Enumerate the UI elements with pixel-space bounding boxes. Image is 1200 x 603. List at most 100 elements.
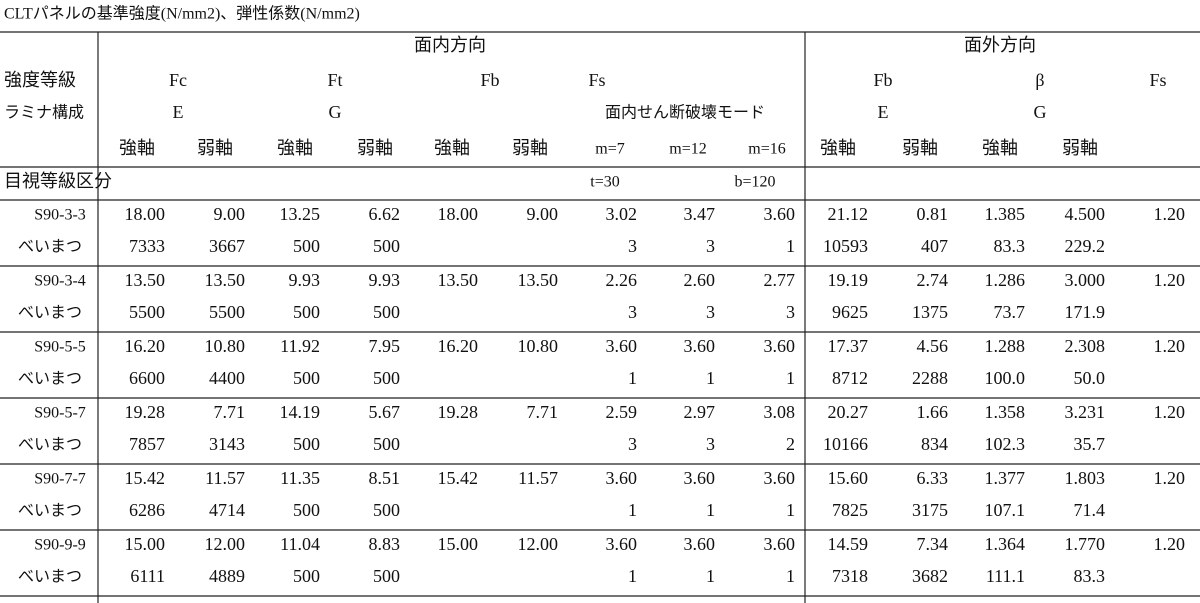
cell-text: 2.59	[606, 402, 638, 422]
cell-text: 面内方向	[414, 35, 486, 55]
cell-text: 7.71	[214, 402, 246, 422]
cell-text: 3.60	[684, 336, 716, 356]
cell-text: 2.74	[917, 270, 949, 290]
cell-text: 強軸	[119, 138, 155, 158]
cell-text: E	[173, 102, 184, 122]
cell-text: 3.231	[1065, 402, 1106, 422]
cell-text: 強軸	[277, 138, 313, 158]
cell-text: 2288	[912, 368, 948, 388]
cell-text: 1.377	[985, 468, 1026, 488]
cell-text: 6.62	[369, 204, 401, 224]
cell-text: 500	[293, 236, 320, 256]
cell-text: 8712	[832, 368, 868, 388]
cell-text: 16.20	[438, 336, 479, 356]
cell-text: 1.20	[1154, 534, 1186, 554]
cell-text: 3682	[912, 566, 948, 586]
cell-text: E	[878, 102, 889, 122]
cell-text: 10593	[823, 236, 868, 256]
cell-text: 1	[786, 566, 795, 586]
cell-text: 500	[373, 500, 400, 520]
cell-text: 3.000	[1065, 270, 1106, 290]
cell-text: 1	[706, 566, 715, 586]
cell-text: 1	[628, 566, 637, 586]
cell-text: 17.37	[828, 336, 869, 356]
cell-text: 18.00	[125, 204, 166, 224]
cell-text: 2.97	[684, 402, 716, 422]
cell-text: 1.20	[1154, 336, 1186, 356]
cell-text: 13.50	[125, 270, 166, 290]
cell-text: Fs	[1149, 70, 1166, 90]
cell-text: 2.60	[684, 270, 716, 290]
cell-text: 3	[706, 434, 715, 454]
cell-text: 7825	[832, 500, 868, 520]
cell-text: 73.7	[994, 302, 1026, 322]
cell-text: 15.42	[125, 468, 166, 488]
cell-text: 500	[293, 368, 320, 388]
cell-text: 834	[921, 434, 948, 454]
cell-text: b=120	[734, 174, 775, 191]
cell-text: 500	[373, 434, 400, 454]
cell-text: 14.19	[280, 402, 321, 422]
cell-text: 1	[628, 368, 637, 388]
cell-text: 3.02	[606, 204, 638, 224]
cell-text: 1375	[912, 302, 948, 322]
cell-text: 1.803	[1065, 468, 1106, 488]
cell-text: 10.80	[518, 336, 559, 356]
cell-text: 1.358	[985, 402, 1026, 422]
cell-text: 107.1	[985, 500, 1026, 520]
cell-text: 18.00	[438, 204, 479, 224]
cell-text: 11.92	[280, 336, 320, 356]
cell-text: 面内せん断破壊モード	[605, 104, 765, 122]
cell-text: 1.20	[1154, 402, 1186, 422]
cell-text: 3.60	[606, 534, 638, 554]
cell-text: 20.27	[828, 402, 869, 422]
cell-text: 目視等級区分	[4, 171, 112, 191]
cell-text: S90-5-5	[34, 339, 86, 356]
cell-text: 3	[706, 236, 715, 256]
cell-text: 12.00	[205, 534, 246, 554]
cell-text: 3	[706, 302, 715, 322]
cell-text: べいまつ	[18, 569, 82, 586]
cell-text: 13.25	[280, 204, 321, 224]
cell-text: 35.7	[1074, 434, 1106, 454]
cell-text: 1	[786, 368, 795, 388]
cell-text: 1.20	[1154, 468, 1186, 488]
cell-text: 500	[373, 566, 400, 586]
cell-text: 1.66	[917, 402, 949, 422]
cell-text: S90-9-9	[34, 537, 86, 554]
cell-text: 10166	[823, 434, 868, 454]
cell-text: 弱軸	[1062, 138, 1098, 158]
cell-text: Fs	[588, 70, 605, 90]
cell-text: 11.04	[280, 534, 320, 554]
cell-text: 500	[293, 434, 320, 454]
cell-text: 3.60	[606, 336, 638, 356]
cell-text: 7.71	[527, 402, 559, 422]
cell-text: 1	[786, 500, 795, 520]
cell-text: 111.1	[986, 566, 1025, 586]
cell-text: 3.47	[684, 204, 716, 224]
cell-text: 102.3	[985, 434, 1026, 454]
cell-text: 12.00	[518, 534, 559, 554]
cell-text: 9625	[832, 302, 868, 322]
cell-text: 3.60	[606, 468, 638, 488]
cell-text: 50.0	[1074, 368, 1106, 388]
cell-text: 2	[786, 434, 795, 454]
cell-text: ラミナ構成	[4, 104, 84, 122]
cell-text: 強軸	[982, 138, 1018, 158]
cell-text: Fc	[169, 70, 187, 90]
cell-text: 1.385	[985, 204, 1026, 224]
cell-text: 4.500	[1065, 204, 1106, 224]
cell-text: 3.60	[764, 534, 796, 554]
cell-text: S90-3-4	[34, 273, 86, 290]
cell-text: 4400	[209, 368, 245, 388]
cell-text: 407	[921, 236, 948, 256]
cell-text: 1.364	[985, 534, 1026, 554]
cell-text: 3	[628, 434, 637, 454]
cell-text: 15.00	[438, 534, 479, 554]
cell-text: m=16	[748, 141, 785, 158]
cell-text: 6.33	[917, 468, 949, 488]
cell-text: 500	[293, 566, 320, 586]
cell-text: 3175	[912, 500, 948, 520]
cell-text: 5.67	[369, 402, 401, 422]
